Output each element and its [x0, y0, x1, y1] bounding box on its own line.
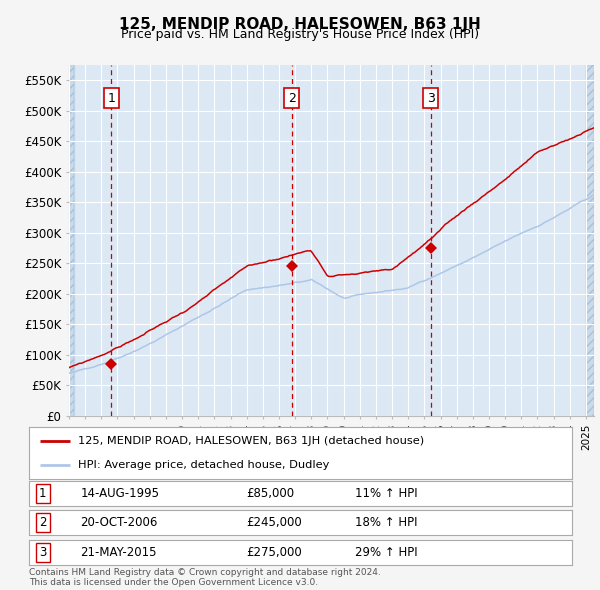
Text: 21-MAY-2015: 21-MAY-2015 — [80, 546, 157, 559]
Text: 2: 2 — [39, 516, 47, 529]
Bar — [586, 65, 594, 416]
Text: 3: 3 — [427, 92, 434, 105]
Text: 1: 1 — [39, 487, 47, 500]
Bar — [69, 65, 74, 416]
Text: £85,000: £85,000 — [246, 487, 294, 500]
Bar — [586, 65, 594, 416]
Text: HPI: Average price, detached house, Dudley: HPI: Average price, detached house, Dudl… — [77, 460, 329, 470]
Text: 11% ↑ HPI: 11% ↑ HPI — [355, 487, 417, 500]
Text: 3: 3 — [39, 546, 47, 559]
Text: Contains HM Land Registry data © Crown copyright and database right 2024.
This d: Contains HM Land Registry data © Crown c… — [29, 568, 380, 587]
Text: 20-OCT-2006: 20-OCT-2006 — [80, 516, 158, 529]
Text: 2: 2 — [288, 92, 296, 105]
Text: £245,000: £245,000 — [246, 516, 302, 529]
Text: 125, MENDIP ROAD, HALESOWEN, B63 1JH: 125, MENDIP ROAD, HALESOWEN, B63 1JH — [119, 17, 481, 31]
Text: 125, MENDIP ROAD, HALESOWEN, B63 1JH (detached house): 125, MENDIP ROAD, HALESOWEN, B63 1JH (de… — [77, 436, 424, 446]
Bar — [69, 65, 74, 416]
Text: £275,000: £275,000 — [246, 546, 302, 559]
Text: Price paid vs. HM Land Registry's House Price Index (HPI): Price paid vs. HM Land Registry's House … — [121, 28, 479, 41]
Text: 29% ↑ HPI: 29% ↑ HPI — [355, 546, 417, 559]
Text: 14-AUG-1995: 14-AUG-1995 — [80, 487, 160, 500]
Text: 1: 1 — [107, 92, 115, 105]
Text: 18% ↑ HPI: 18% ↑ HPI — [355, 516, 417, 529]
